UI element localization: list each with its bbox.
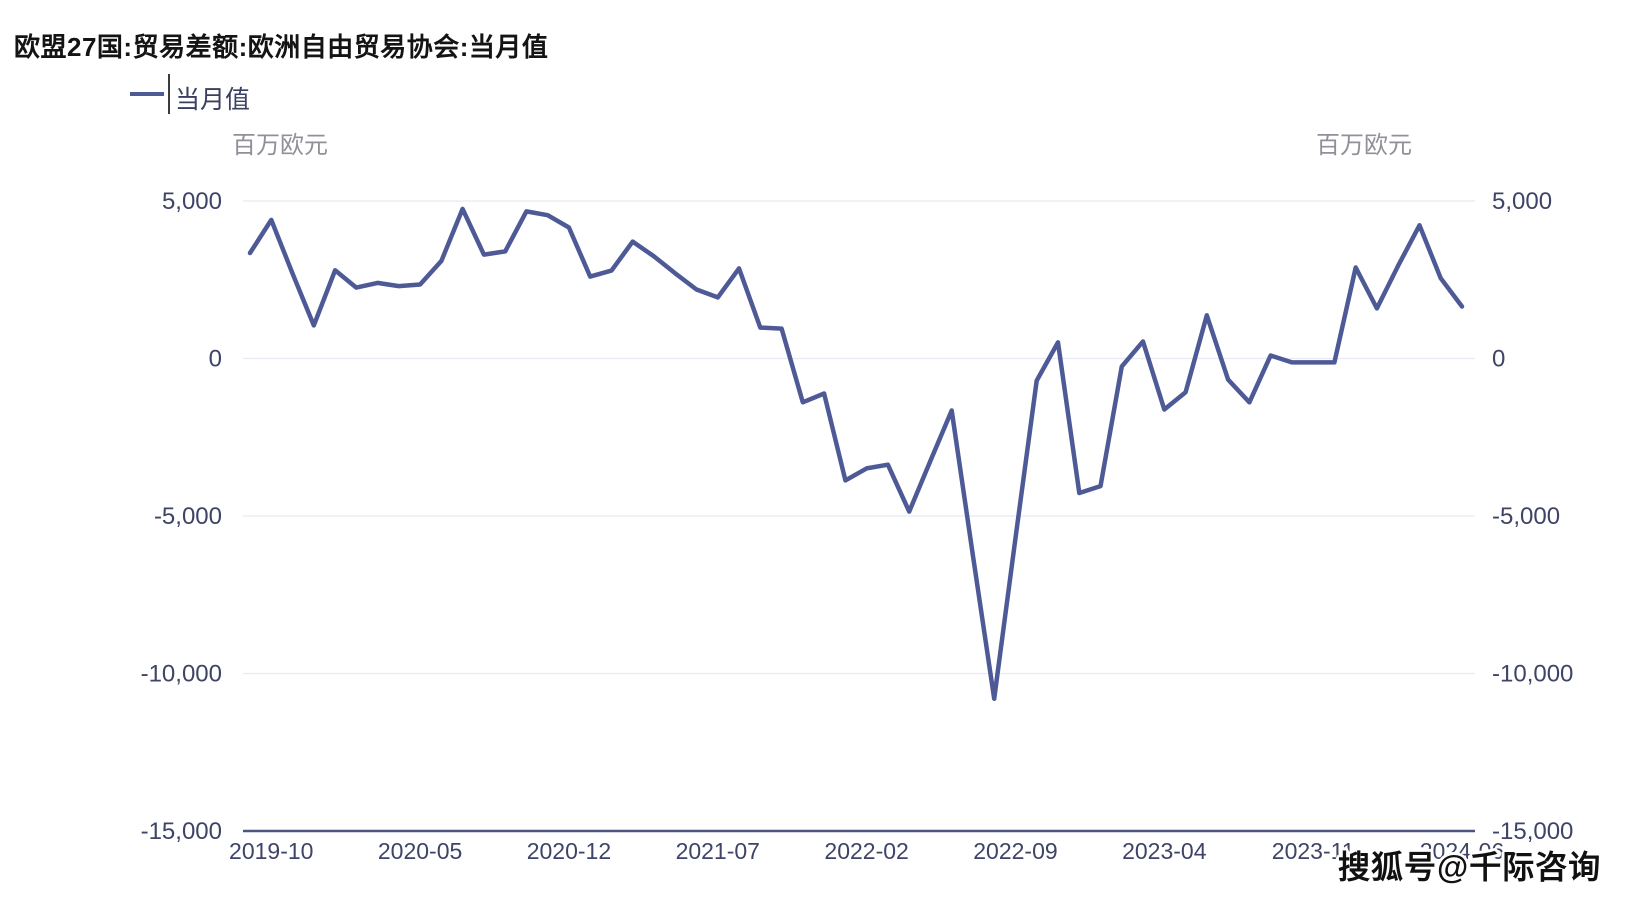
- y-tick-label-right: -5,000: [1492, 503, 1560, 530]
- x-tick-label: 2020-12: [527, 838, 611, 864]
- x-tick-label: 2019-10: [229, 838, 313, 864]
- page-title: 欧盟27国:贸易差额:欧洲自由贸易协会:当月值: [14, 32, 549, 62]
- y-tick-label-left: -10,000: [141, 661, 222, 688]
- text-cursor: [168, 74, 170, 114]
- y-tick-label-right: 0: [1492, 346, 1505, 373]
- x-tick-label: 2024-06: [1420, 838, 1504, 864]
- x-tick-label: 2023-11: [1272, 838, 1355, 864]
- y-tick-label-left: 5,000: [162, 188, 222, 215]
- series-line-monthly-value: [247, 206, 1465, 701]
- y-tick-label-left: 0: [209, 346, 222, 373]
- x-tick-label: 2022-09: [973, 838, 1057, 864]
- y-axis-unit-right: 百万欧元: [1316, 132, 1412, 159]
- y-tick-label-right: -15,000: [1492, 818, 1573, 845]
- x-tick-label: 2022-02: [824, 838, 908, 864]
- y-tick-label-left: -5,000: [154, 503, 222, 530]
- x-tick-label: 2020-05: [378, 838, 462, 864]
- x-tick-label: 2023-04: [1122, 838, 1207, 864]
- x-tick-label: 2021-07: [676, 838, 760, 864]
- legend-line-marker: [130, 92, 164, 96]
- y-tick-label-right: -10,000: [1492, 661, 1573, 688]
- y-tick-label-right: 5,000: [1492, 188, 1552, 215]
- y-tick-label-left: -15,000: [141, 818, 222, 845]
- watermark: 搜狐号@千际咨询: [1338, 849, 1602, 885]
- legend-label: 当月值: [175, 86, 251, 114]
- y-axis-unit-left: 百万欧元: [232, 132, 328, 159]
